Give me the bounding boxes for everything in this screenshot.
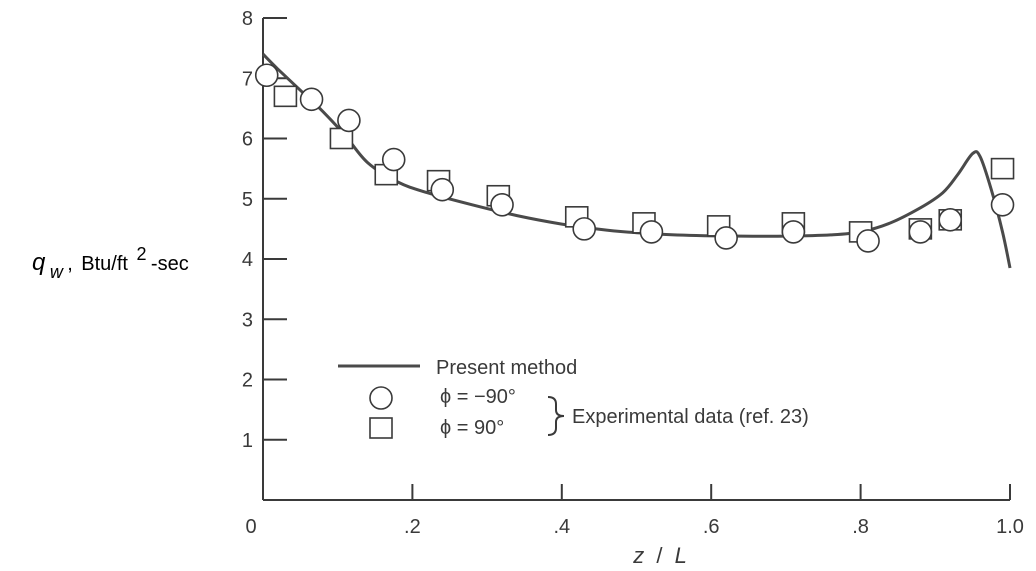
present-method-curve bbox=[261, 53, 1012, 269]
legend-line-label: Present method bbox=[436, 357, 577, 379]
circle-marker bbox=[430, 177, 455, 202]
circle-marker bbox=[299, 87, 324, 112]
y-tick-label: 8 bbox=[242, 8, 253, 30]
circle-marker bbox=[254, 63, 279, 88]
legend-circle-label: ϕ = −90° bbox=[440, 386, 516, 408]
y-tick-label: 1 bbox=[242, 430, 253, 452]
x-axis-title-slash: / bbox=[656, 543, 663, 568]
legend-square-marker bbox=[369, 417, 393, 439]
circle-marker bbox=[856, 229, 880, 253]
circle-marker bbox=[938, 208, 963, 232]
y-tick-label: 2 bbox=[242, 370, 253, 392]
legend-square-label: ϕ = 90° bbox=[440, 417, 504, 439]
y-tick-label: 4 bbox=[242, 249, 253, 271]
circle-marker bbox=[908, 220, 933, 244]
y-axis-title-sup: 2 bbox=[136, 244, 146, 264]
circle-marker bbox=[990, 192, 1015, 217]
circle-marker bbox=[490, 192, 514, 217]
y-axis-title-unit-a: Btu/ft bbox=[81, 253, 128, 275]
y-axis-title-sub: w bbox=[50, 262, 64, 282]
square-marker bbox=[273, 85, 298, 108]
legend-brace bbox=[547, 396, 565, 436]
x-axis-title-L: L bbox=[675, 543, 687, 568]
x-tick-label: .2 bbox=[404, 516, 421, 538]
legend-circle-marker bbox=[369, 386, 393, 410]
x-tick-label: .8 bbox=[852, 516, 869, 538]
y-axis-title: q w , Btu/ft 2 -sec bbox=[32, 244, 189, 282]
x-tick-label: .4 bbox=[553, 516, 570, 538]
legend-group-label: Experimental data (ref. 23) bbox=[572, 406, 809, 428]
x-tick-label: .6 bbox=[703, 516, 720, 538]
legend: Present method ϕ = −90° ϕ = 90° Experime… bbox=[338, 357, 809, 439]
x-axis-title-z: z bbox=[632, 543, 644, 568]
x-ticks: 0 .2 .4 .6 .8 1.0 bbox=[245, 484, 1024, 538]
x-axis-title: z / L bbox=[632, 543, 687, 568]
y-tick-label: 3 bbox=[242, 309, 253, 331]
circle-marker bbox=[714, 226, 738, 250]
y-tick-label: 6 bbox=[242, 129, 253, 151]
x-tick-label: 1.0 bbox=[996, 516, 1024, 538]
circle-marker bbox=[781, 220, 806, 244]
square-marker bbox=[990, 157, 1015, 180]
y-axis-title-comma: , bbox=[67, 253, 73, 275]
data-markers bbox=[254, 63, 1015, 253]
x-tick-label: 0 bbox=[245, 516, 256, 538]
circle-marker bbox=[337, 108, 361, 133]
circle-marker bbox=[572, 217, 597, 241]
circle-marker bbox=[639, 220, 664, 244]
y-axis-title-q: q bbox=[32, 249, 46, 276]
y-tick-label: 5 bbox=[242, 189, 253, 211]
y-tick-label: 7 bbox=[242, 68, 253, 90]
circle-marker bbox=[381, 147, 406, 172]
y-axis-title-unit-b: -sec bbox=[151, 253, 189, 275]
